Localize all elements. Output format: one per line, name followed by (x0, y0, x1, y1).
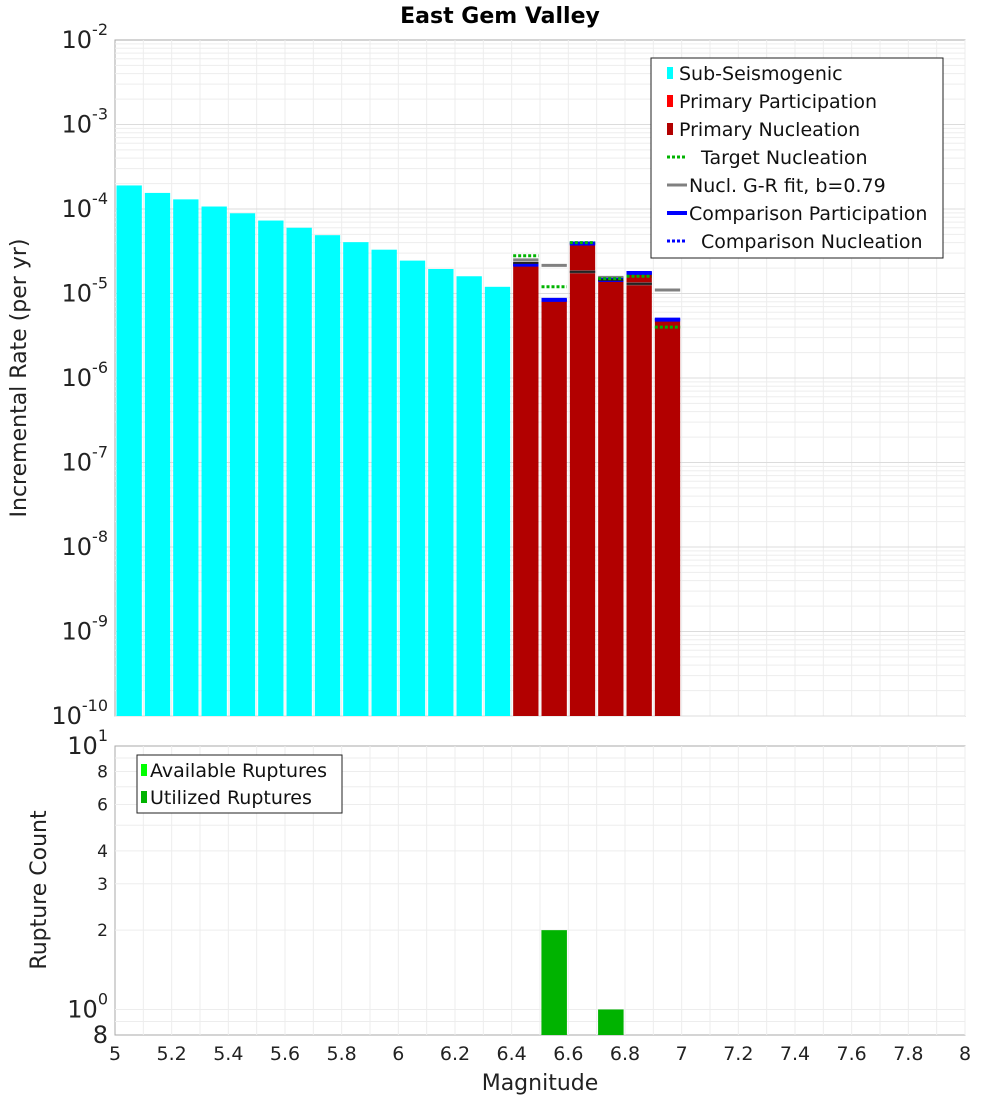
bar (116, 185, 142, 717)
y-tick-label: 10-8 (62, 527, 109, 561)
x-tick-label: 6 (392, 1043, 404, 1065)
y-tick-label: 6 (97, 795, 108, 815)
bar (654, 321, 681, 716)
count-gridlines (115, 746, 966, 1035)
y-tick-label: 10-4 (62, 189, 109, 223)
bar (428, 268, 454, 716)
legend-label: Available Ruptures (150, 760, 327, 782)
bar (626, 272, 652, 716)
y-tick-label: 10-2 (62, 20, 109, 54)
bar (201, 206, 227, 716)
x-tick-label: 6.6 (553, 1043, 583, 1065)
bar (598, 279, 624, 716)
x-tick-label: 7.2 (723, 1043, 753, 1065)
legend-label: Primary Nucleation (679, 119, 860, 141)
legend-box (650, 57, 944, 259)
count-legend: Available Ruptures Utilized Ruptures (136, 754, 343, 814)
legend-label: Comparison Participation (689, 203, 927, 225)
x-tick-label: 7.4 (780, 1043, 810, 1065)
bar (569, 243, 596, 716)
chart-title: East Gem Valley (400, 4, 600, 29)
y-tick-label: 10-5 (62, 274, 109, 308)
x-tick-label: 7.6 (837, 1043, 867, 1065)
bar (399, 260, 426, 716)
x-tick-label: 5 (109, 1043, 121, 1065)
rate-y-axis-label: Incremental Rate (per yr) (7, 239, 32, 518)
legend-label: Target Nucleation (700, 147, 868, 169)
bar (286, 227, 312, 716)
legend-swatch (141, 764, 147, 776)
bar (456, 276, 482, 716)
legend-label: Nucl. G-R fit, b=0.79 (689, 175, 886, 197)
count-bars (541, 930, 624, 1035)
y-tick-label: 10-10 (51, 696, 108, 730)
y-tick-label: 10-6 (62, 358, 109, 392)
legend-label: Primary Participation (679, 91, 877, 113)
bar (541, 930, 567, 1035)
magnitude-x-ticks: 5 5.2 5.4 5.6 5.8 6 6.2 6.4 6.6 6.8 7 7.2 7.4 7.6 7.8 8 (109, 1043, 971, 1065)
y-tick-label: 8 (97, 763, 108, 783)
x-tick-label: 6.4 (497, 1043, 527, 1065)
y-tick-label: 101 (67, 726, 108, 760)
bar (144, 192, 171, 716)
rate-y-ticks: 10-10 10-9 10-8 10-7 10-6 10-5 10-4 10-3 10-2 (51, 20, 108, 730)
y-tick-label: 10-7 (62, 443, 109, 477)
y-tick-label: 2 (97, 921, 108, 941)
x-tick-label: 6.8 (610, 1043, 640, 1065)
legend-box (136, 754, 343, 814)
legend-label: Sub-Seismogenic (679, 63, 843, 85)
x-tick-label: 6.2 (440, 1043, 470, 1065)
bar (343, 242, 369, 716)
bar (598, 1009, 624, 1035)
x-tick-label: 7 (676, 1043, 688, 1065)
legend-label: Comparison Nucleation (701, 231, 923, 253)
legend-swatch (667, 67, 673, 79)
bar (314, 235, 341, 716)
legend-label: Utilized Ruptures (150, 787, 312, 809)
y-tick-label: 3 (97, 875, 108, 895)
y-tick-label: 4 (97, 842, 108, 862)
bar (513, 264, 539, 716)
bar (173, 199, 199, 717)
x-tick-label: 7.8 (893, 1043, 923, 1065)
x-axis-label: Magnitude (482, 1071, 599, 1096)
bar (541, 299, 567, 716)
legend-swatch (667, 95, 673, 107)
x-tick-label: 5.4 (213, 1043, 243, 1065)
y-tick-label: 10-9 (62, 612, 109, 646)
y-tick-label: 8 (93, 1021, 108, 1049)
rate-panel: 10-10 10-9 10-8 10-7 10-6 10-5 10-4 10-3 10-2 In… (7, 20, 966, 730)
x-tick-label: 5.6 (270, 1043, 300, 1065)
count-y-axis-label: Rupture Count (27, 810, 52, 970)
bar (229, 213, 256, 716)
rate-legend: Sub-Seismogenic Primary Participation Prim… (650, 57, 944, 259)
bar (371, 249, 397, 716)
bar (258, 220, 284, 716)
rate-bars (116, 185, 681, 717)
x-tick-label: 5.2 (157, 1043, 187, 1065)
legend-swatch (667, 123, 673, 135)
legend-swatch (141, 791, 147, 803)
y-tick-label: 10-3 (62, 105, 109, 139)
x-tick-label: 8 (959, 1043, 971, 1065)
y-tick-label: 100 (67, 989, 108, 1023)
bar (484, 286, 511, 716)
x-tick-label: 5.8 (327, 1043, 357, 1065)
